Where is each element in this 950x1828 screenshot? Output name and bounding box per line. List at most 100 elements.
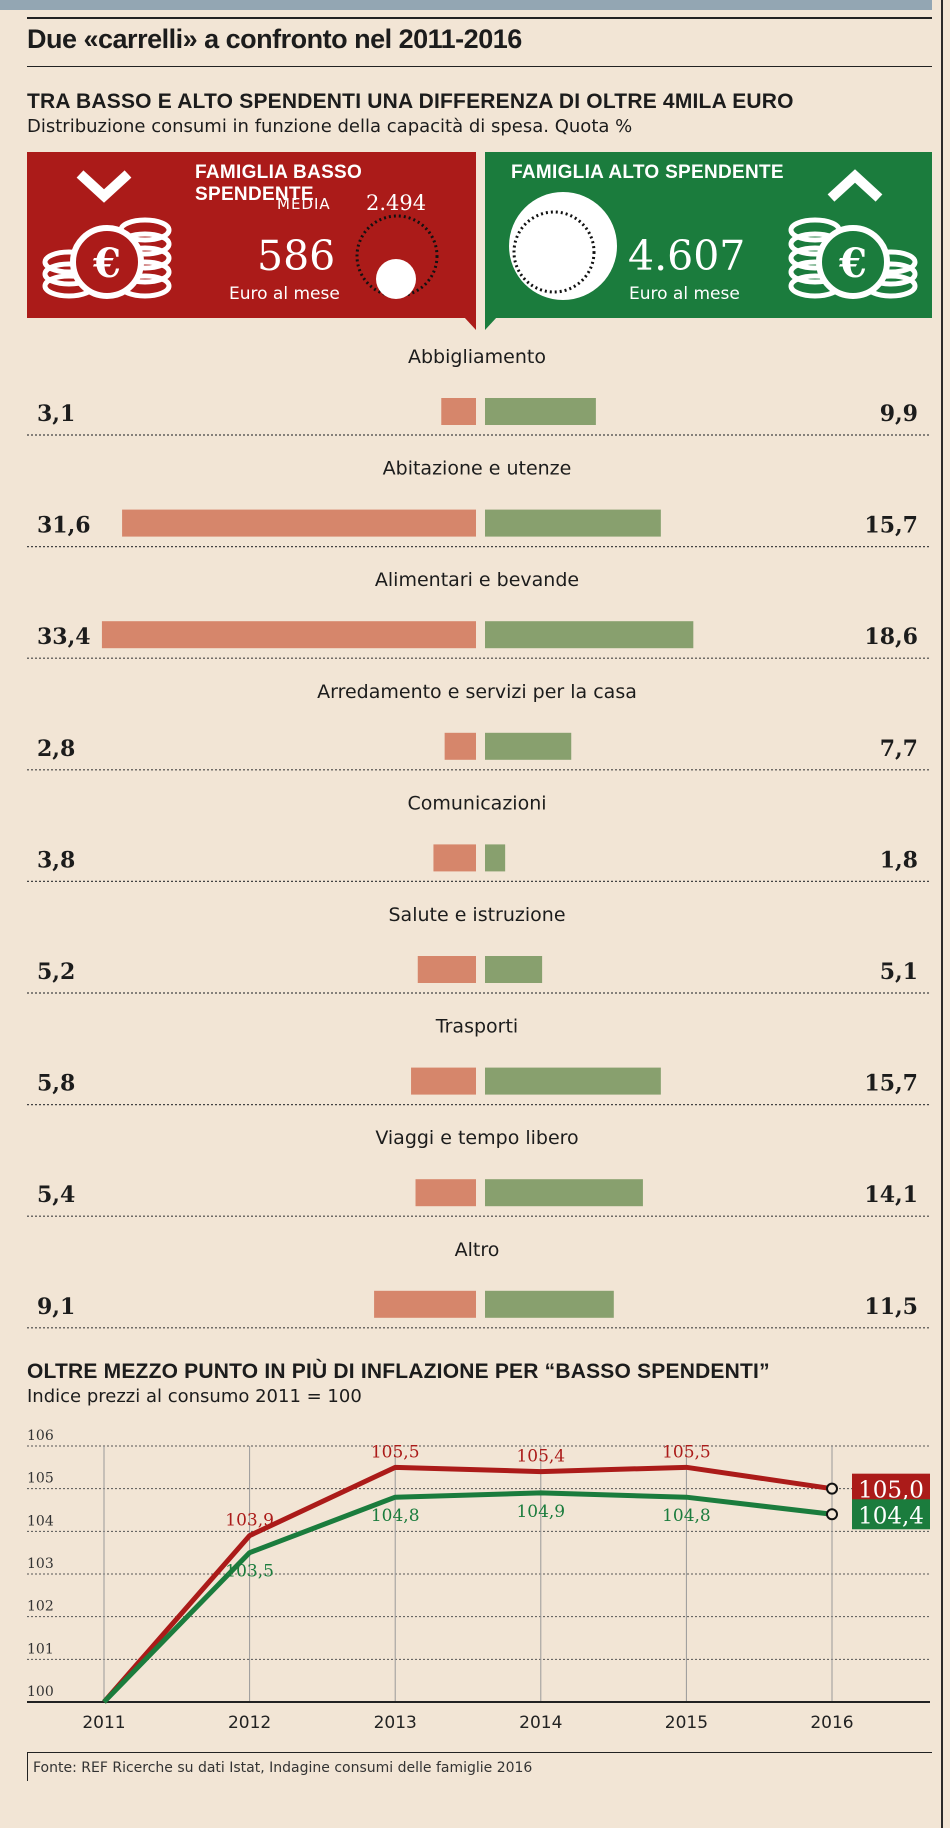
low-value-label: 2,8 [37, 736, 75, 762]
top-accent-bar [0, 0, 932, 10]
high-spender-bar [485, 1179, 643, 1207]
end-value-badge [852, 1499, 930, 1530]
high-value-label: 15,7 [864, 1071, 918, 1097]
high-spender-panel: FAMIGLIA ALTO SPENDENTE 4.607 Euro al me… [485, 152, 932, 318]
low-value-label: 5,4 [37, 1182, 75, 1208]
category-label: Trasporti [435, 1016, 518, 1038]
y-tick-label: 104 [27, 1513, 54, 1529]
low-spender-bar [444, 732, 476, 760]
high-value-label: 7,7 [880, 736, 918, 762]
category-label: Comunicazioni [407, 792, 546, 814]
point-value-label: 105,5 [662, 1442, 711, 1462]
y-tick-label: 103 [27, 1556, 54, 1572]
category-label: Alimentari e bevande [375, 569, 579, 591]
high-spender-line [102, 1490, 833, 1704]
y-tick-label: 100 [27, 1684, 54, 1700]
low-spender-bar [417, 956, 476, 983]
high-spender-bar [485, 509, 661, 537]
coins-euro-icon: € [42, 217, 172, 299]
coins-euro-icon: € [788, 217, 918, 299]
point-value-label: 104,8 [662, 1506, 711, 1526]
high-value-label: 11,5 [864, 1294, 918, 1320]
point-value-label: 103,9 [225, 1511, 274, 1531]
low-spender-bar [411, 1067, 476, 1095]
down-chevron-icon [76, 170, 132, 203]
low-spender-bar [101, 621, 477, 649]
high-spender-bar [485, 1067, 661, 1095]
low-spender-bar [415, 1179, 476, 1207]
source-text: Fonte: REF Ricerche su dati Istat, Indag… [33, 1760, 533, 1776]
low-value-label: 3,8 [37, 847, 75, 873]
high-spender-bar [485, 956, 543, 983]
category-label: Abitazione e utenze [383, 458, 572, 480]
end-value-badge [852, 1473, 930, 1504]
title-top-rule [27, 17, 932, 19]
up-chevron-icon [827, 169, 883, 202]
y-tick-label: 105 [27, 1471, 54, 1487]
low-spender-bar [122, 509, 476, 537]
category-label: Arredamento e servizi per la casa [317, 681, 637, 703]
title-bottom-rule [27, 66, 932, 67]
media-label: MEDIA [277, 195, 331, 213]
high-value-label: 9,9 [880, 401, 918, 427]
svg-text:€: € [92, 240, 121, 287]
low-monthly-spend: 586 [257, 232, 336, 280]
section1-subheading: Distribuzione consumi in funzione della … [27, 116, 633, 137]
x-tick-label: 2016 [810, 1713, 853, 1733]
low-value-label: 31,6 [37, 513, 91, 539]
page-title: Due «carrelli» a confronto nel 2011-2016 [27, 24, 522, 54]
average-circle-outline [355, 214, 439, 299]
low-spender-panel: € FAMIGLIA BASSO SPENDENTE MEDIA 2.494 5… [27, 152, 476, 318]
y-tick-label: 102 [27, 1599, 54, 1615]
low-value-label: 5,8 [37, 1071, 75, 1097]
low-spender-bar [441, 398, 476, 425]
high-spender-bar [485, 398, 596, 425]
high-spend-circle [509, 192, 617, 300]
low-value-label: 9,1 [37, 1294, 75, 1320]
right-border [941, 0, 943, 1828]
x-tick-label: 2014 [519, 1713, 562, 1733]
inflation-line-chart: 100 101 102 103 104 105 106 2011 2012 2013 2014 201… [27, 1428, 930, 1733]
y-tick-label: 106 [27, 1428, 54, 1444]
high-value-label: 15,7 [864, 513, 918, 539]
end-point-marker [826, 1482, 838, 1495]
media-value: 2.494 [366, 191, 427, 215]
source-note: Fonte: REF Ricerche su dati Istat, Indag… [27, 1752, 932, 1783]
section1-heading: TRA BASSO E ALTO SPENDENTI UNA DIFFERENZ… [27, 90, 794, 113]
point-value-label: 104,8 [371, 1506, 420, 1526]
low-panel-title: FAMIGLIA BASSO SPENDENTE [195, 162, 363, 205]
low-spender-bar [433, 844, 476, 872]
x-tick-label: 2011 [82, 1713, 125, 1733]
category-label: Abbigliamento [408, 346, 546, 368]
low-spender-bar [374, 1290, 476, 1318]
section2-heading: OLTRE MEZZO PUNTO IN PIÙ DI INFLAZIONE P… [27, 1360, 770, 1383]
high-value-label: 5,1 [880, 959, 918, 985]
point-value-label: 105,5 [371, 1442, 420, 1462]
high-spender-bar [485, 1290, 614, 1318]
low-value-label: 3,1 [37, 401, 75, 427]
x-tick-label: 2012 [228, 1713, 271, 1733]
point-value-label: 103,5 [225, 1562, 274, 1582]
low-value-label: 5,2 [37, 959, 75, 985]
end-point-marker [826, 1508, 838, 1521]
high-spender-bar [485, 732, 572, 760]
high-spender-bar [485, 844, 506, 872]
x-tick-label: 2013 [374, 1713, 417, 1733]
high-spender-bar [485, 621, 694, 649]
x-tick-label: 2015 [665, 1713, 708, 1733]
low-unit-label: Euro al mese [229, 284, 340, 304]
y-tick-label: 101 [27, 1641, 54, 1657]
spending-distribution-chart: Abbigliamento 3,1 9,9 Abitazione e utenze 31… [27, 346, 930, 1329]
high-monthly-spend: 4.607 [628, 232, 746, 280]
svg-text:€: € [838, 240, 867, 287]
category-label: Viaggi e tempo libero [375, 1127, 578, 1149]
low-spender-line [102, 1464, 833, 1704]
high-panel-pointer [485, 317, 497, 330]
high-value-label: 1,8 [880, 847, 918, 873]
low-panel-pointer [464, 317, 476, 330]
high-value-label: 14,1 [864, 1182, 918, 1208]
point-value-label: 104,9 [516, 1502, 565, 1522]
low-value-label: 33,4 [37, 624, 91, 650]
category-label: Salute e istruzione [388, 904, 565, 926]
high-unit-label: Euro al mese [629, 284, 740, 304]
